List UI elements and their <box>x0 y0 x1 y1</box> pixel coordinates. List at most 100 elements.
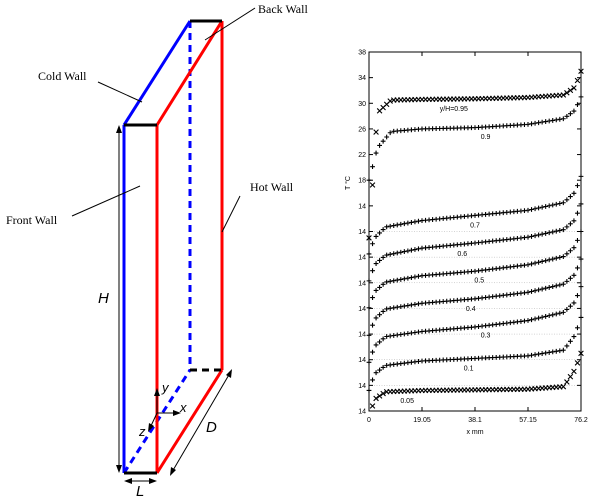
data-point <box>387 251 393 257</box>
data-point <box>384 279 390 285</box>
data-point <box>394 222 400 228</box>
data-point <box>366 388 372 393</box>
data-point <box>416 218 421 224</box>
data-point <box>387 130 393 136</box>
data-point <box>560 383 567 390</box>
data-point <box>536 232 541 238</box>
data-point <box>536 351 541 357</box>
data-point <box>539 314 545 320</box>
axis-y-label: y <box>161 380 170 395</box>
data-point <box>405 275 411 281</box>
data-point <box>546 118 552 124</box>
back-wall-leader <box>204 7 256 41</box>
data-point <box>380 365 386 370</box>
data-point <box>401 276 407 282</box>
data-point <box>377 230 382 236</box>
data-point <box>557 282 563 288</box>
data-point <box>564 307 570 312</box>
y-tick-label: 14 <box>358 229 366 236</box>
data-point <box>536 287 541 293</box>
data-point <box>571 85 577 91</box>
data-point <box>366 278 372 284</box>
y-tick-label: 38 <box>358 50 366 57</box>
hot-wall-edge-bottom <box>155 369 224 474</box>
data-point <box>536 315 541 321</box>
series-0.5: 0.5 <box>366 229 584 311</box>
data-point <box>373 395 379 402</box>
data-point <box>525 121 531 127</box>
data-point <box>578 201 584 207</box>
series-label: 0.9 <box>481 134 491 141</box>
data-point <box>539 231 545 237</box>
data-point <box>391 223 397 228</box>
data-point <box>550 284 556 290</box>
data-point <box>543 119 549 124</box>
data-point <box>377 367 382 373</box>
data-point <box>405 220 411 226</box>
data-point <box>370 241 375 247</box>
data-point <box>525 262 531 268</box>
data-point <box>546 313 552 319</box>
depth-arrow-head-bottom <box>170 467 176 476</box>
data-point <box>370 322 375 328</box>
data-point <box>550 312 556 318</box>
series-label: 0.7 <box>470 222 480 229</box>
data-point <box>412 219 418 225</box>
data-point <box>557 228 563 233</box>
data-point <box>398 277 404 282</box>
data-point <box>369 182 376 188</box>
data-point <box>575 265 580 271</box>
chart-series: y/H=0.95 0.9 0.7 0.6 0.5 0.4 0.3 0.1 0.05 <box>366 68 584 409</box>
y-tick-label: 22 <box>358 152 366 159</box>
data-point <box>553 117 559 123</box>
data-point <box>525 318 531 323</box>
series-0.3: 0.3 <box>366 284 584 365</box>
axis-x-arrow <box>173 410 181 416</box>
data-point <box>564 379 570 385</box>
data-point <box>380 255 386 260</box>
data-point <box>401 221 407 227</box>
data-point <box>550 349 556 355</box>
y-tick-label: 14 <box>358 255 366 262</box>
height-arrow-head-top <box>116 125 122 133</box>
data-point <box>401 249 407 254</box>
axis-x-label: x <box>179 400 187 415</box>
temperature-profile-chart: 14 14 14 14 14 14 14 14 14 18 22 26 30 34 38 0 19.05 38.1… <box>344 50 588 437</box>
data-point <box>568 221 573 227</box>
data-point <box>575 183 580 189</box>
data-point <box>557 310 563 316</box>
data-point <box>560 116 566 122</box>
data-point <box>394 250 400 256</box>
data-point <box>578 94 584 100</box>
data-point <box>380 390 386 397</box>
data-point <box>536 120 541 126</box>
data-point <box>391 305 397 311</box>
data-point <box>377 339 382 345</box>
axis-z-arrow <box>148 423 154 432</box>
series-0.9: 0.9 <box>366 94 584 183</box>
data-point <box>575 210 580 216</box>
data-point <box>377 258 382 263</box>
data-point <box>384 306 390 312</box>
data-point <box>575 237 580 243</box>
data-point <box>387 305 393 311</box>
data-point <box>539 351 545 356</box>
series-label: 0.4 <box>466 306 476 313</box>
data-point <box>571 245 577 251</box>
data-point <box>391 278 397 284</box>
y-tick-label: 14 <box>358 357 366 364</box>
data-point <box>564 113 570 119</box>
data-point <box>568 303 573 309</box>
data-point <box>373 370 379 376</box>
data-point <box>550 118 556 123</box>
data-point <box>571 108 577 114</box>
data-point <box>568 111 573 117</box>
width-arrow-head-right <box>149 478 157 484</box>
data-point <box>560 227 566 233</box>
data-point <box>539 286 545 292</box>
data-point <box>412 274 418 280</box>
data-point <box>366 251 372 257</box>
y-tick-label: 26 <box>358 126 366 133</box>
data-point <box>384 134 390 140</box>
depth-arrow-head-top <box>226 369 232 378</box>
